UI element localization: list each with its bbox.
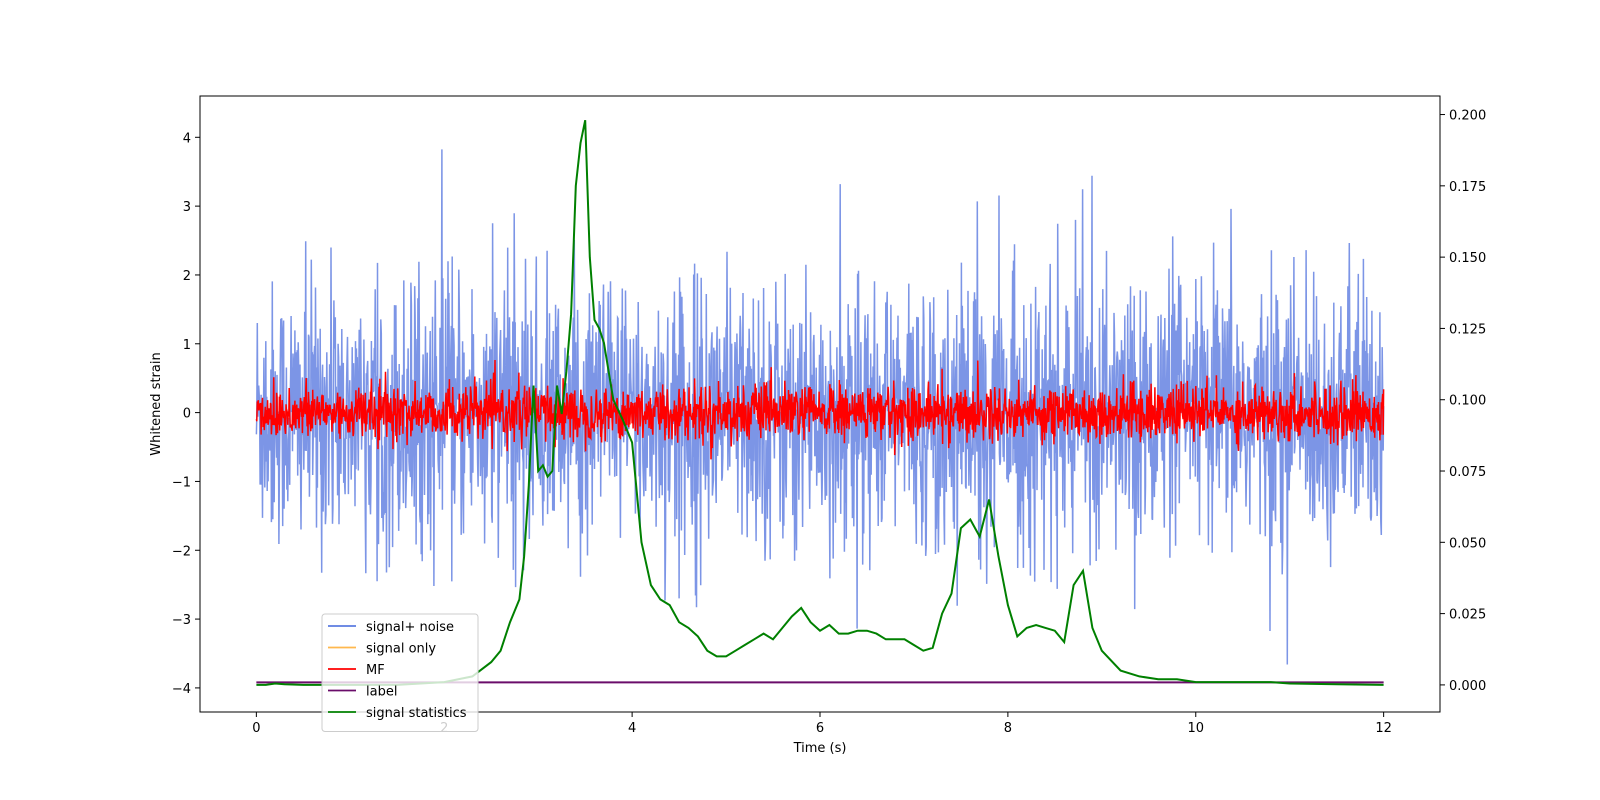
- y2-tick-label: 0.175: [1449, 180, 1486, 195]
- y-tick-label: 2: [183, 269, 191, 284]
- y2-tick-label: 0.200: [1449, 109, 1486, 124]
- y-tick-label: 0: [183, 407, 191, 422]
- y-tick-label: −4: [172, 682, 191, 697]
- x-tick-label: 8: [1004, 721, 1012, 736]
- y2-tick-label: 0.125: [1449, 322, 1486, 337]
- y-axis-label: Whitened strain: [149, 352, 164, 455]
- y2-tick-label: 0.075: [1449, 465, 1486, 480]
- y2-tick-label: 0.025: [1449, 608, 1486, 623]
- x-tick-label: 10: [1187, 721, 1204, 736]
- legend-label: label: [366, 685, 397, 700]
- y2-tick-label: 0.000: [1449, 679, 1486, 694]
- x-tick-label: 0: [252, 721, 260, 736]
- legend-label: signal+ noise: [366, 620, 454, 635]
- y-tick-label: 4: [183, 131, 191, 146]
- y-tick-label: 1: [183, 338, 191, 353]
- y2-tick-label: 0.100: [1449, 394, 1486, 409]
- legend-label: MF: [366, 663, 385, 678]
- y2-tick-label: 0.050: [1449, 536, 1486, 551]
- legend-box: [321, 613, 479, 732]
- legend: signal+ noise signal only MF label signal st…: [321, 613, 479, 732]
- x-tick-label: 12: [1375, 721, 1392, 736]
- x-tick-label: 4: [628, 721, 636, 736]
- y-tick-label: 3: [183, 200, 191, 215]
- series-signal-noise: [255, 149, 1385, 665]
- legend-label: signal statistics: [366, 706, 467, 721]
- y2-tick-label: 0.150: [1449, 251, 1486, 266]
- y-tick-label: −3: [172, 613, 191, 628]
- legend-label: signal only: [366, 642, 436, 657]
- series-signal-statistics: [256, 119, 1384, 686]
- y-tick-label: −1: [172, 475, 191, 490]
- series-mf: [255, 359, 1385, 460]
- x-tick-label: 6: [816, 721, 824, 736]
- x-axis-label: Time (s): [793, 741, 847, 756]
- y-tick-label: −2: [172, 544, 191, 559]
